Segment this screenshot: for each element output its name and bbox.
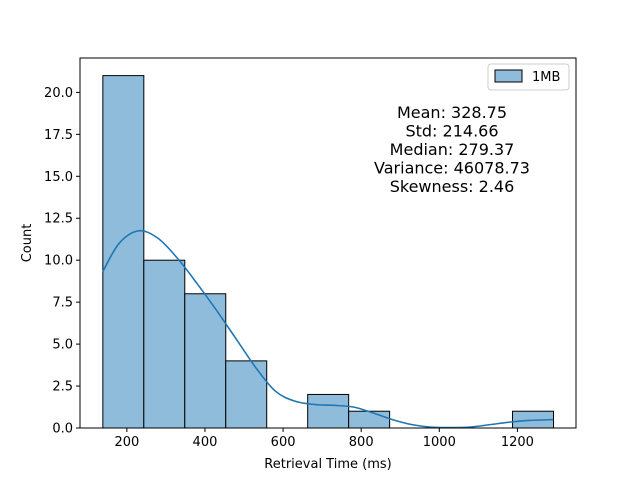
y-tick-label: 0.0: [52, 422, 73, 437]
histogram-bar: [225, 360, 268, 429]
y-tick-label: 2.5: [52, 380, 73, 395]
y-tick-label: 10.0: [44, 254, 73, 269]
legend: 1MB: [487, 63, 570, 91]
kde-curve: [101, 229, 554, 429]
y-tick-label: 15.0: [44, 170, 73, 185]
y-axis-label: Count: [20, 224, 35, 263]
y-tick-label: 17.5: [44, 128, 73, 143]
x-tick-label: 1200: [501, 435, 534, 450]
stats-line: Std: 214.66: [405, 122, 498, 141]
plot-frame: [79, 57, 577, 429]
y-axis-ticks: 0.0 2.5 5.0 7.5 10.0 12.5 15.0 17.5 20.0: [44, 86, 80, 437]
x-tick-label: 1000: [423, 435, 456, 450]
histogram-bar: [143, 259, 186, 429]
y-tick-label: 20.0: [44, 86, 73, 101]
x-axis-label: Retrieval Time (ms): [264, 457, 391, 472]
x-tick-label: 400: [193, 435, 218, 450]
legend-label: 1MB: [532, 70, 560, 85]
x-tick-label: 200: [114, 435, 139, 450]
stats-line: Median: 279.37: [390, 140, 515, 159]
y-tick-label: 7.5: [52, 296, 73, 311]
histogram-bar: [307, 393, 350, 429]
legend-swatch: [494, 69, 523, 83]
histogram-bar: [348, 410, 391, 429]
x-tick-label: 800: [349, 435, 374, 450]
stats-line: Variance: 46078.73: [374, 159, 530, 178]
y-tick-label: 12.5: [44, 212, 73, 227]
y-tick-label: 5.0: [52, 338, 73, 353]
stats-line: Skewness: 2.46: [390, 177, 515, 196]
histogram-bar: [102, 75, 145, 429]
stats-line: Mean: 328.75: [397, 103, 507, 122]
x-axis-ticks: 200 400 600 800 1000 1200: [114, 428, 534, 450]
x-tick-label: 600: [271, 435, 296, 450]
